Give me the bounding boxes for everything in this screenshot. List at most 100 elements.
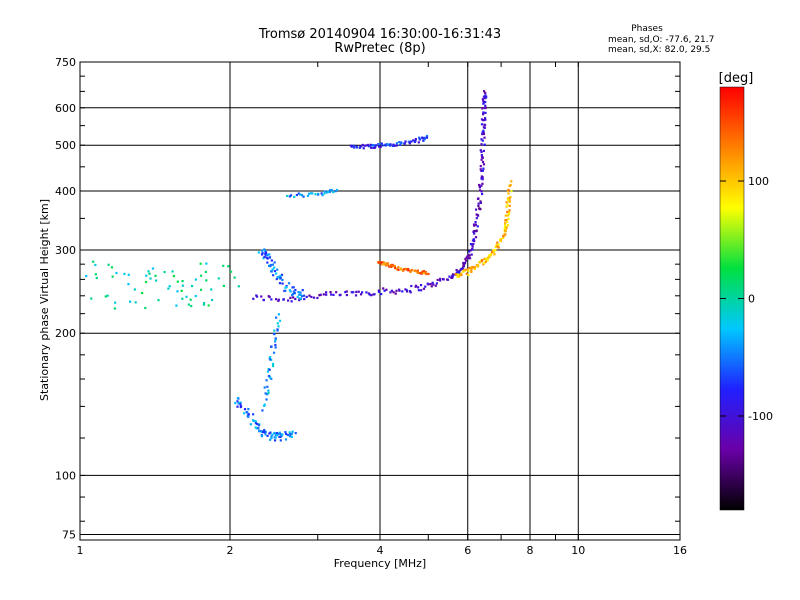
echo-point [190,304,193,308]
echo-point [479,165,482,168]
echo-point [465,256,468,259]
echo-point [495,245,498,248]
echo-point [471,245,474,248]
echo-point [454,273,458,276]
echo-point [285,285,288,289]
echo-point [493,253,496,256]
echo-point [180,289,183,292]
echo-point [350,291,353,294]
echo-point [401,290,404,293]
echo-point [367,143,370,147]
echo-point [398,289,401,292]
echo-point [144,280,148,284]
echo-point [380,142,383,145]
echo-point [268,374,271,378]
echo-point [481,178,484,181]
colorbar-tick-label: 0 [748,293,755,306]
echo-point [277,325,280,328]
x-tick-label: 2 [227,544,234,557]
echo-point [412,139,415,142]
echo-point [361,143,364,147]
echo-point [487,255,490,258]
echo-point [127,283,130,286]
echo-point [435,282,439,285]
echo-point [423,272,426,275]
echo-point [272,274,275,277]
echo-point [267,264,271,267]
echo-point [474,220,477,224]
echo-point [425,136,429,139]
echo-point [273,431,276,435]
echo-point [317,193,320,196]
echo-point [407,269,410,272]
echo-point [482,126,485,129]
echo-point [297,192,300,195]
echo-point [222,284,225,288]
echo-point [460,267,463,271]
echo-point [202,301,206,305]
echo-point [369,143,373,146]
echo-point [262,257,265,260]
echo-point [311,192,314,195]
echo-point [377,290,381,293]
echo-point [509,183,512,187]
echo-point [199,288,203,291]
echo-point [455,271,458,275]
echo-point [263,386,266,389]
echo-point [353,146,356,149]
echo-point [301,289,304,292]
echo-point [391,144,394,148]
echo-point [270,437,273,440]
echo-point [310,192,313,195]
echo-point [509,195,512,199]
echo-point [466,255,469,258]
echo-point [467,273,470,277]
echo-point [277,313,280,316]
echo-point [276,434,279,437]
echo-point [479,149,482,152]
echo-point [486,256,489,260]
echo-point [462,265,465,268]
echo-point [284,438,288,441]
echo-point [479,200,482,203]
echo-point [312,296,316,299]
echo-point [504,230,507,233]
echo-point [463,269,466,272]
echo-point [199,274,203,277]
echo-point [334,190,337,193]
echo-point [357,290,360,293]
echo-point [483,143,486,147]
echo-point [355,146,359,149]
echo-point [181,284,184,287]
echo-point [496,245,499,248]
echo-point [474,223,478,226]
echo-point [292,286,295,289]
echo-point [299,297,302,300]
echo-point [274,343,277,347]
echo-point [271,263,275,266]
echo-point [468,266,471,270]
echo-point [263,428,266,432]
echo-point [263,248,266,251]
echo-point [278,431,281,434]
echo-point [431,281,434,284]
echo-point [475,213,478,216]
echo-point [490,251,494,254]
echo-point [243,412,246,415]
phase-stats-o: mean, sd,O: -77.6, 21.7 [608,35,714,45]
echo-point [297,291,300,294]
echo-point [274,338,277,341]
echo-point [482,99,485,102]
echo-point [400,141,403,145]
echo-point [249,423,252,426]
echo-point [400,268,403,271]
echo-point [459,272,463,275]
echo-point [275,298,278,301]
echo-point [199,262,202,265]
echo-point [482,132,486,136]
echo-point [306,194,310,197]
echo-point [417,141,420,144]
echo-point [227,265,230,268]
echo-point [439,277,442,280]
echo-point [394,266,397,270]
